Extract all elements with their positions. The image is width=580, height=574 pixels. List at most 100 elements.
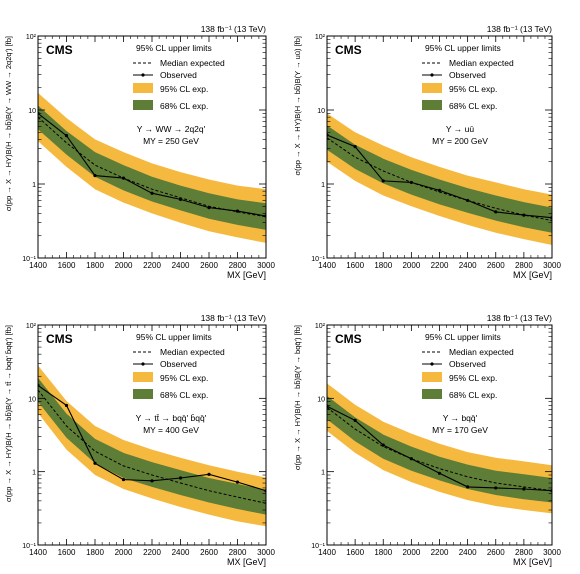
observed-point bbox=[381, 443, 385, 447]
x-tick-label: 2400 bbox=[459, 548, 477, 557]
x-tick-label: 2000 bbox=[115, 261, 133, 270]
cms-label: CMS bbox=[335, 43, 362, 57]
x-tick-label: 2200 bbox=[143, 261, 161, 270]
luminosity-label: 138 fb⁻¹ (13 TeV) bbox=[201, 24, 266, 34]
signal-process-label: Y → bqq̄' bbox=[443, 413, 478, 423]
chart-panel-3: 1400 1600 1800 2000 2200 2400 2600 2800 3000 10⁻¹… bbox=[4, 313, 275, 567]
observed-point bbox=[150, 479, 154, 483]
observed-point bbox=[466, 198, 470, 203]
legend-median-label: Median expected bbox=[160, 58, 225, 68]
legend-median-label: Median expected bbox=[449, 347, 514, 357]
legend-observed-label: Observed bbox=[449, 70, 486, 80]
legend-68-label: 68% CL exp. bbox=[160, 390, 208, 400]
signal-process-label: Y → WW → 2q2q' bbox=[137, 124, 206, 134]
observed-point bbox=[93, 173, 97, 178]
observed-point bbox=[409, 180, 413, 185]
observed-point bbox=[437, 188, 442, 192]
x-tick-label: 2600 bbox=[487, 261, 505, 270]
observed-point bbox=[235, 480, 240, 484]
legend-observed-marker bbox=[141, 73, 145, 77]
observed-point bbox=[353, 418, 357, 423]
x-tick-label: 2000 bbox=[402, 261, 420, 270]
observed-point bbox=[178, 197, 183, 201]
legend-observed-label: Observed bbox=[160, 70, 197, 80]
x-tick-label: 3000 bbox=[543, 548, 561, 557]
y-tick-label: 10² bbox=[26, 323, 37, 330]
y-axis-label: σ(pp → X → HY)B(H → bb̄)B(Y → tt̄ → bqq̄… bbox=[4, 325, 13, 502]
observed-point bbox=[178, 476, 183, 480]
legend-95-swatch bbox=[133, 83, 153, 93]
observed-point bbox=[522, 213, 526, 217]
observed-point bbox=[466, 485, 470, 489]
plot-area bbox=[38, 92, 266, 243]
y-axis-label: σ(pp → X → HY)B(H → bb̄)B(Y → bqq̄') [fb… bbox=[293, 325, 302, 470]
cms-label: CMS bbox=[46, 332, 73, 346]
luminosity-label: 138 fb⁻¹ (13 TeV) bbox=[487, 24, 552, 34]
signal-process-label: Y → tt̄ → bqq̄' b̄qq̄' bbox=[136, 413, 207, 423]
x-tick-label: 2600 bbox=[200, 548, 218, 557]
legend-95-swatch bbox=[422, 372, 442, 382]
x-axis-label: MX [GeV] bbox=[513, 557, 552, 567]
legend-95-swatch bbox=[133, 372, 153, 382]
y-tick-label: 10⁻¹ bbox=[22, 543, 36, 550]
y-tick-label: 1 bbox=[32, 470, 36, 477]
observed-point bbox=[522, 487, 526, 491]
x-tick-label: 2800 bbox=[515, 548, 533, 557]
x-tick-label: 2400 bbox=[459, 261, 477, 270]
x-tick-label: 2200 bbox=[431, 261, 449, 270]
observed-point bbox=[235, 209, 240, 213]
x-tick-label: 2800 bbox=[515, 261, 533, 270]
legend-observed-label: Observed bbox=[160, 359, 197, 369]
x-tick-label: 1800 bbox=[374, 548, 392, 557]
y-tick-label: 10 bbox=[317, 108, 325, 115]
band-68-expected bbox=[327, 125, 552, 233]
signal-mass-label: MY = 400 GeV bbox=[143, 425, 199, 435]
x-tick-label: 1400 bbox=[29, 261, 47, 270]
observed-point bbox=[494, 210, 498, 214]
signal-process-label: Y → uū bbox=[446, 124, 474, 134]
x-tick-label: 3000 bbox=[257, 261, 275, 270]
y-axis-label: σ(pp → X → HY)B(H → bb̄)B(Y → WW → 2q2q'… bbox=[4, 36, 13, 211]
x-tick-label: 1400 bbox=[318, 261, 336, 270]
chart-panel-4: 1400 1600 1800 2000 2200 2400 2600 2800 3000 10⁻¹… bbox=[293, 313, 561, 567]
x-tick-label: 2600 bbox=[487, 548, 505, 557]
x-tick-label: 2800 bbox=[229, 548, 247, 557]
x-tick-label: 2600 bbox=[200, 261, 218, 270]
x-tick-label: 1600 bbox=[346, 261, 364, 270]
band-68-expected bbox=[327, 395, 552, 503]
legend-68-swatch bbox=[133, 100, 153, 110]
x-tick-label: 2000 bbox=[402, 548, 420, 557]
x-tick-label: 3000 bbox=[257, 548, 275, 557]
legend-median-label: Median expected bbox=[449, 58, 514, 68]
x-axis-label: MX [GeV] bbox=[227, 270, 266, 280]
y-tick-label: 1 bbox=[321, 470, 325, 477]
x-tick-label: 2200 bbox=[431, 548, 449, 557]
y-tick-label: 1 bbox=[32, 182, 36, 189]
cms-label: CMS bbox=[335, 332, 362, 346]
observed-point bbox=[64, 403, 69, 408]
legend-68-swatch bbox=[422, 100, 442, 110]
x-tick-label: 3000 bbox=[543, 261, 561, 270]
median-expected-line bbox=[38, 389, 266, 504]
legend-observed-marker bbox=[430, 73, 434, 77]
legend-observed-label: Observed bbox=[449, 359, 486, 369]
x-tick-label: 1600 bbox=[58, 261, 76, 270]
legend-68-label: 68% CL exp. bbox=[160, 101, 208, 111]
x-tick-label: 1800 bbox=[374, 261, 392, 270]
observed-point bbox=[437, 471, 442, 475]
legend-68-swatch bbox=[422, 389, 442, 399]
x-tick-label: 1600 bbox=[346, 548, 364, 557]
y-tick-label: 10 bbox=[28, 108, 36, 115]
observed-point bbox=[381, 179, 385, 183]
median-expected-line bbox=[327, 407, 552, 492]
y-tick-label: 10⁻¹ bbox=[311, 543, 325, 550]
cms-label: CMS bbox=[46, 43, 73, 57]
observed-point bbox=[494, 486, 498, 490]
legend-median-label: Median expected bbox=[160, 347, 225, 357]
y-tick-label: 10² bbox=[315, 34, 326, 41]
y-tick-label: 10 bbox=[28, 396, 36, 403]
observed-point bbox=[207, 205, 211, 210]
y-axis-label: σ(pp → X → HY)B(H → bb̄)B(Y → uū) [fb] bbox=[293, 36, 302, 176]
legend-title: 95% CL upper limits bbox=[136, 332, 212, 342]
